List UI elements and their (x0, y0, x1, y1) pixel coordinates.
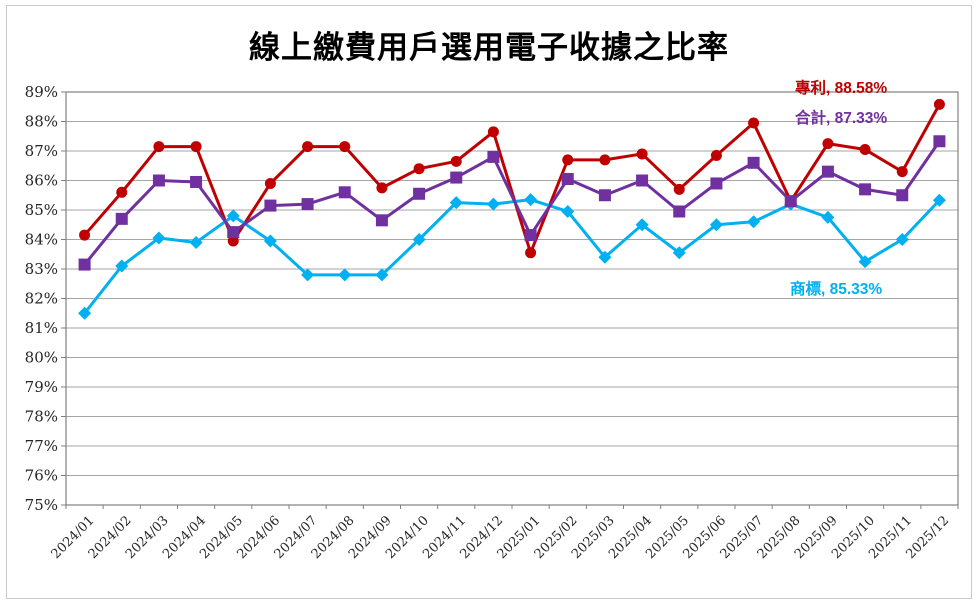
svg-text:82%: 82% (25, 290, 58, 308)
svg-text:86%: 86% (25, 172, 58, 190)
svg-text:77%: 77% (25, 437, 58, 455)
svg-text:84%: 84% (25, 231, 58, 249)
svg-text:81%: 81% (25, 319, 58, 337)
svg-text:83%: 83% (25, 260, 58, 278)
series-end-label-total: 合計, 87.33% (795, 110, 888, 127)
svg-text:78%: 78% (25, 408, 58, 426)
series-end-label-trademark: 商標, 85.33% (790, 281, 883, 298)
svg-text:79%: 79% (25, 378, 58, 396)
svg-text:76%: 76% (25, 467, 58, 485)
svg-text:89%: 89% (25, 83, 58, 101)
svg-text:87%: 87% (25, 142, 58, 160)
svg-text:88%: 88% (25, 113, 58, 131)
svg-text:85%: 85% (25, 201, 58, 219)
series-end-label-patent: 專利, 88.58% (795, 80, 888, 97)
chart-title: 線上繳費用戶選用電子收據之比率 (249, 30, 729, 65)
chart-frame (6, 5, 972, 599)
svg-text:75%: 75% (25, 496, 58, 514)
svg-text:80%: 80% (25, 349, 58, 367)
